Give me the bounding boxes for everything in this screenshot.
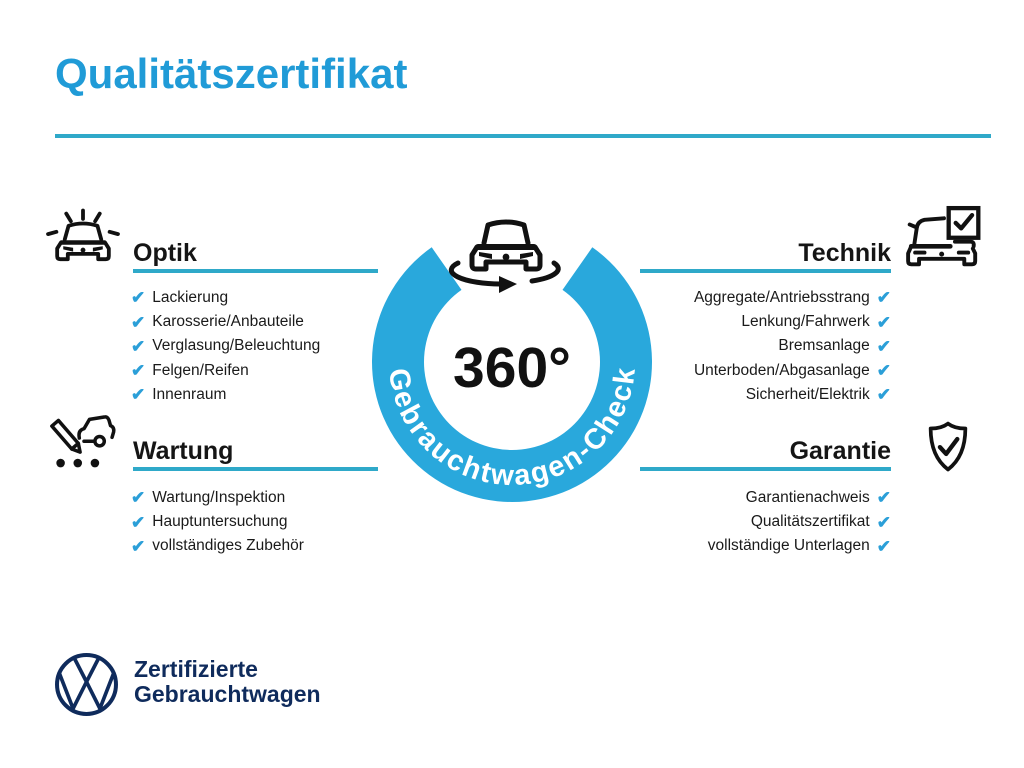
section-title-optik: Optik	[133, 239, 197, 267]
check-icon: ✔	[131, 512, 146, 532]
check-icon: ✔	[876, 536, 891, 556]
section-title-wartung: Wartung	[133, 437, 234, 465]
check-icon: ✔	[131, 312, 146, 332]
check-icon: ✔	[131, 336, 146, 356]
check-icon: ✔	[876, 361, 891, 381]
optik-checklist: ✔ Lackierung ✔ Karosserie/Anbauteile ✔ V…	[131, 288, 321, 405]
badge-value: 360°	[453, 336, 571, 400]
check-icon: ✔	[876, 288, 891, 308]
list-item: ✔ Verglasung/Beleuchtung	[131, 336, 321, 356]
check-icon: ✔	[876, 336, 891, 356]
technik-checklist: Aggregate/Antriebsstrang ✔ Lenkung/Fahrw…	[693, 288, 891, 405]
check-icon: ✔	[876, 512, 891, 532]
check-icon: ✔	[131, 488, 146, 508]
brand-claim-line2: Gebrauchtwagen	[134, 681, 321, 707]
list-item: vollständige Unterlagen ✔	[707, 536, 891, 556]
list-item: ✔ vollständiges Zubehör	[131, 536, 304, 556]
list-item: ✔ Hauptuntersuchung	[131, 512, 288, 532]
car-shine-icon	[46, 208, 120, 262]
list-item: ✔ Lackierung	[131, 288, 229, 308]
check-icon: ✔	[131, 361, 146, 381]
car-checkbox-icon	[906, 205, 981, 267]
list-item: Lenkung/Fahrwerk ✔	[741, 312, 891, 332]
section-divider-optik	[133, 269, 378, 273]
page-title: Qualitätszertifikat	[55, 50, 408, 97]
check-icon: ✔	[876, 312, 891, 332]
section-divider-garantie	[640, 467, 891, 471]
check-icon: ✔	[131, 536, 146, 556]
list-item: ✔ Karosserie/Anbauteile	[131, 312, 304, 332]
360-check-badge: Gebrauchtwagen-Check	[371, 247, 652, 502]
wartung-checklist: ✔ Wartung/Inspektion ✔ Hauptuntersuchung…	[131, 488, 304, 556]
check-icon: ✔	[876, 488, 891, 508]
check-icon: ✔	[131, 385, 146, 405]
header-divider	[55, 134, 991, 138]
list-item: Aggregate/Antriebsstrang ✔	[693, 288, 891, 308]
brand-claim: Zertifizierte Gebrauchtwagen	[134, 657, 321, 707]
section-title-technik: Technik	[798, 239, 891, 267]
garantie-checklist: Garantienachweis ✔ Qualitätszertifikat ✔…	[707, 488, 891, 556]
list-item: Qualitätszertifikat ✔	[750, 512, 891, 532]
badge-ring	[371, 247, 652, 502]
service-checklist-icon	[50, 415, 116, 468]
rotating-car-icon	[448, 219, 561, 293]
shield-check-icon	[928, 421, 968, 472]
list-item: ✔ Felgen/Reifen	[131, 361, 249, 381]
section-divider-technik	[640, 269, 891, 273]
list-item: Bremsanlage ✔	[778, 336, 891, 356]
section-title-garantie: Garantie	[789, 437, 891, 465]
vw-logo	[55, 653, 118, 716]
section-divider-wartung	[133, 467, 378, 471]
list-item: Sicherheit/Elektrik ✔	[745, 385, 891, 405]
list-item: ✔ Wartung/Inspektion	[131, 488, 286, 508]
check-icon: ✔	[131, 288, 146, 308]
list-item: ✔ Innenraum	[131, 385, 227, 405]
list-item: Unterboden/Abgasanlage ✔	[693, 361, 891, 381]
check-icon: ✔	[876, 385, 891, 405]
brand-claim-line1: Zertifizierte	[134, 656, 258, 682]
list-item: Garantienachweis ✔	[745, 488, 891, 508]
